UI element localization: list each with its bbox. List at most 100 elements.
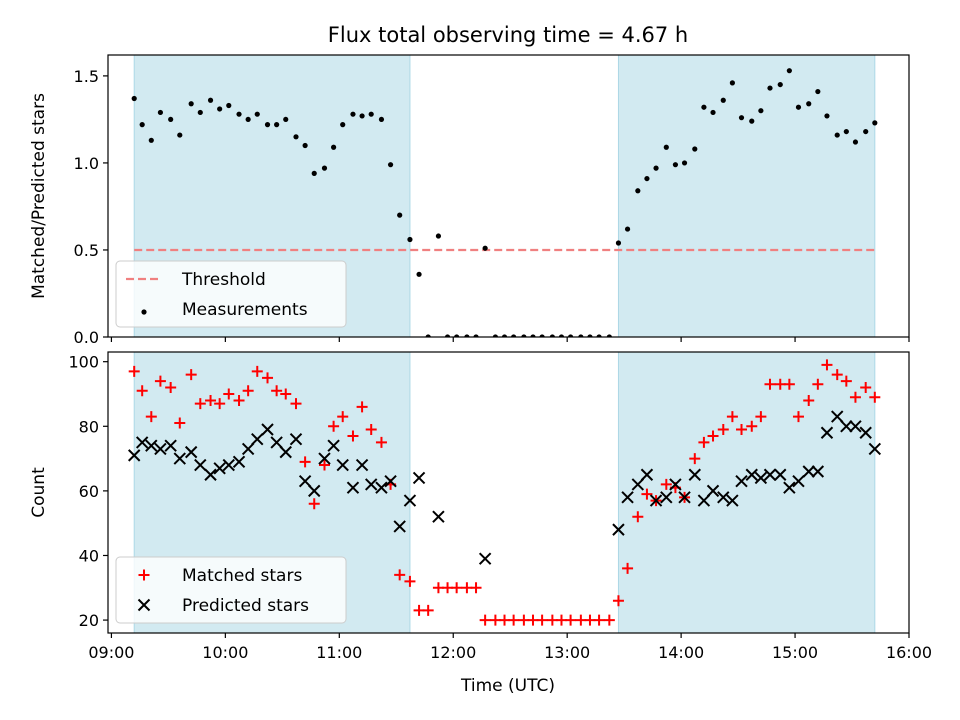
data-point	[127, 449, 141, 462]
data-point	[136, 385, 148, 397]
data-point	[355, 458, 369, 472]
data-point	[356, 401, 368, 413]
x-tick-label: 12:00	[430, 643, 476, 662]
data-point	[264, 122, 271, 128]
data-point	[868, 442, 882, 456]
data-point	[154, 442, 167, 456]
data-point	[337, 411, 349, 423]
data-point	[697, 494, 711, 507]
y-tick-label: 80	[79, 417, 99, 436]
data-point	[148, 137, 154, 143]
data-point	[640, 468, 654, 481]
data-point	[717, 491, 730, 504]
data-point	[860, 382, 872, 394]
data-point	[188, 101, 194, 107]
data-point	[774, 468, 787, 481]
data-point	[359, 113, 365, 119]
data-point	[254, 111, 260, 117]
data-point	[394, 569, 406, 581]
data-point	[340, 122, 346, 128]
plot-area	[127, 359, 882, 626]
data-point	[261, 423, 274, 436]
data-point	[279, 445, 292, 459]
data-point	[824, 113, 830, 119]
data-point	[271, 385, 283, 397]
data-point	[558, 334, 565, 337]
data-point	[729, 80, 735, 86]
data-point	[478, 552, 492, 565]
data-point	[593, 614, 605, 626]
data-point	[717, 424, 729, 436]
data-point	[128, 365, 140, 377]
data-point	[820, 426, 834, 439]
data-point	[470, 582, 482, 594]
data-point	[754, 471, 768, 485]
data-point	[350, 111, 356, 117]
y-tick-label: 1.5	[74, 67, 99, 86]
legend: Threshold Measurements	[115, 260, 347, 328]
data-point	[795, 104, 802, 110]
data-point	[226, 102, 232, 109]
data-point	[763, 468, 777, 481]
data-point	[311, 170, 317, 176]
data-point	[464, 334, 470, 337]
data-point	[834, 132, 840, 138]
data-point	[726, 494, 739, 507]
data-point	[384, 474, 397, 488]
data-point	[403, 494, 417, 507]
data-point	[567, 334, 574, 337]
data-point	[612, 595, 624, 607]
data-point	[222, 458, 235, 472]
plot-area	[131, 68, 878, 337]
data-point	[184, 445, 198, 459]
data-point	[755, 411, 767, 423]
data-point	[872, 120, 878, 126]
data-point	[806, 101, 812, 107]
count-panel: 20 40 60 80 100 09:00 10:00 11:00 12:00 13:00 14:0…	[29, 351, 932, 662]
data-point	[698, 436, 710, 448]
data-point	[321, 165, 328, 171]
data-point	[565, 614, 577, 626]
data-point	[135, 436, 149, 449]
data-point	[241, 442, 255, 456]
data-point	[232, 455, 246, 469]
y-tick-label: 0.0	[74, 328, 99, 347]
y-axis-label: Matched/Predicted stars	[29, 93, 49, 299]
data-point	[612, 523, 625, 536]
legend-label: Predicted stars	[182, 596, 309, 616]
data-point	[783, 378, 795, 390]
data-point	[280, 388, 292, 400]
data-point	[298, 474, 312, 488]
data-point	[365, 424, 377, 436]
data-point	[603, 614, 615, 626]
x-tick-label: 11:00	[316, 643, 362, 662]
data-point	[501, 334, 508, 337]
data-point	[869, 391, 881, 403]
data-point	[223, 388, 235, 400]
legend: Matched stars Predicted stars	[115, 556, 347, 624]
data-point	[852, 139, 859, 145]
data-point	[404, 575, 416, 587]
data-point	[432, 510, 445, 523]
data-point	[444, 334, 451, 337]
legend-marker	[137, 598, 151, 612]
data-point	[720, 97, 726, 103]
data-point	[131, 95, 137, 102]
data-point	[233, 394, 245, 406]
y-tick-label: 0.5	[74, 241, 99, 260]
data-point	[164, 439, 177, 452]
chart-title: Flux total observing time = 4.67 h	[328, 23, 688, 47]
data-point	[735, 474, 748, 488]
data-point	[262, 372, 274, 384]
data-point	[746, 420, 758, 432]
legend-box	[115, 556, 347, 624]
data-point	[831, 369, 843, 381]
data-point	[479, 614, 491, 626]
data-point	[672, 162, 679, 168]
data-point	[327, 439, 340, 452]
data-point	[482, 245, 488, 251]
data-point	[378, 116, 385, 123]
x-tick-label: 09:00	[88, 643, 134, 662]
x-axis-label: Time (UTC)	[460, 676, 555, 696]
